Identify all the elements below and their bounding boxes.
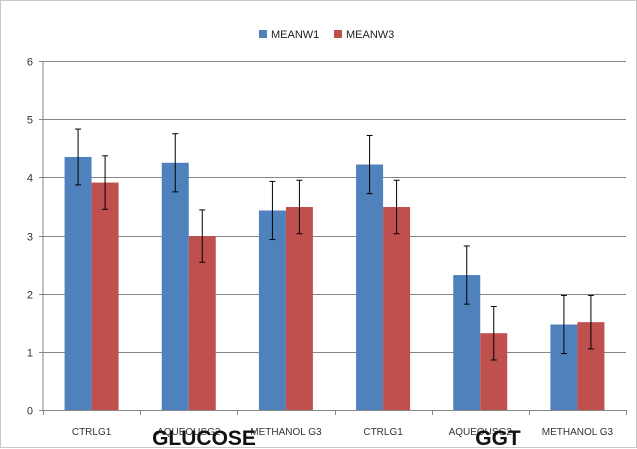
y-tick-label: 2	[27, 290, 33, 302]
x-tick-label: AQUEOUSG2	[449, 427, 513, 438]
x-tick-label: CTRLG1	[363, 427, 403, 438]
bars	[64, 156, 605, 410]
error-bar	[463, 245, 470, 305]
bar-meanw1-3	[258, 210, 286, 410]
error-bar	[102, 155, 109, 210]
bar-meanw1-2	[161, 162, 189, 410]
bar-meanw3-4	[383, 206, 411, 410]
bar-meanw1-1	[64, 156, 92, 410]
legend-label-series-1: MEANW1	[271, 29, 319, 41]
bar-meanw3-2	[188, 236, 216, 410]
y-tick-label: 3	[27, 232, 33, 244]
error-bars	[75, 128, 594, 361]
error-bar	[587, 294, 594, 350]
bar-meanw3-3	[285, 206, 313, 410]
error-bar	[296, 179, 303, 235]
y-tick-label: 5	[27, 115, 33, 127]
legend-label-series-2: MEANW3	[346, 29, 394, 41]
y-tick-label: 1	[27, 348, 33, 360]
error-bar	[560, 294, 567, 355]
bar-meanw3-1	[91, 182, 119, 410]
x-tick-labels: CTRLG1 AQUEOUSG2 METHANOL G3 CTRLG1 AQUEOUSG…	[72, 427, 614, 438]
bar-meanw1-4	[356, 164, 384, 410]
x-tick-label: CTRLG1	[72, 427, 112, 438]
axes	[42, 61, 626, 411]
legend-swatch-series-1	[259, 30, 267, 38]
y-tick-label: 0	[27, 406, 33, 418]
x-tick-label: AQUEOUSG2	[157, 427, 221, 438]
group-label-ggt: GGT	[475, 427, 521, 449]
legend-swatch-series-2	[334, 30, 342, 38]
error-bar	[366, 134, 373, 195]
error-bar	[490, 305, 497, 361]
error-bar	[393, 179, 400, 235]
y-tick-labels: 0 1 2 3 4 5 6	[27, 57, 33, 418]
gridlines	[39, 61, 627, 415]
x-tick-label: METHANOL G3	[250, 427, 322, 438]
error-bar	[199, 209, 206, 263]
y-tick-label: 6	[27, 57, 33, 69]
y-tick-label: 4	[27, 173, 33, 185]
error-bar	[172, 133, 179, 193]
legend: MEANW1 MEANW3	[259, 29, 394, 41]
group-label-glucose: GLUCOSE	[152, 427, 256, 449]
error-bar	[75, 128, 82, 186]
error-bar	[269, 180, 276, 241]
x-tick-label: METHANOL G3	[542, 427, 614, 438]
